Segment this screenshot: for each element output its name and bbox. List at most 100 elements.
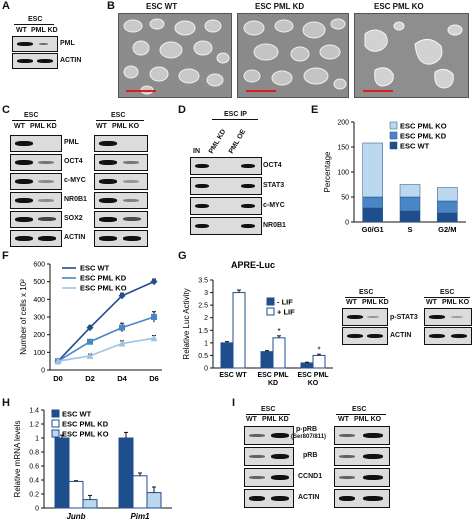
panel-i-left-header-line xyxy=(246,414,290,415)
h-y-tick-label: 0 xyxy=(35,506,39,513)
h-y-tick-label: 1.4 xyxy=(29,408,39,415)
panel-a-lane-wt: WT xyxy=(16,27,27,34)
panel-g-left-header-line xyxy=(345,297,385,298)
h-x-tick-label: Junb xyxy=(66,512,85,521)
panel-g-right-lane-ko: PML KO xyxy=(442,299,470,306)
f-point-0 xyxy=(118,292,126,300)
g-legend-label: + LIF xyxy=(277,308,295,317)
h-bar-0-0 xyxy=(54,437,70,509)
f-point-2 xyxy=(54,357,62,365)
panel-b-title-wt: ESC WT xyxy=(146,2,178,11)
panel-i-left-blot-prb xyxy=(244,447,294,466)
panel-i-left-lane-wt: WT xyxy=(246,416,257,423)
f-x-tick-label: D2 xyxy=(85,374,95,383)
panel-d-lane-oe: PML OE xyxy=(227,128,248,155)
g-legend-label: - LIF xyxy=(277,298,293,307)
panel-d-lane-in: IN xyxy=(193,148,200,155)
g-annotation-star: * xyxy=(317,345,320,354)
panel-c-left-blot-nr0b1 xyxy=(10,192,62,209)
panel-i-label-actin: ACTIN xyxy=(298,494,320,501)
f-y-tick-label: 400 xyxy=(33,297,45,304)
g-title: APRE-Luc xyxy=(231,260,275,270)
panel-c-right-blot-pml xyxy=(94,135,148,152)
e-x-tick-label: G2/M xyxy=(438,225,456,234)
f-point-1 xyxy=(119,324,125,331)
e-y-tick-label: 150 xyxy=(337,145,349,152)
h-legend-label: ESC PML KD xyxy=(62,420,109,429)
panel-b-title-ko: ESC PML KO xyxy=(374,2,424,11)
h-legend-label: ESC PML KO xyxy=(62,430,109,439)
g-legend-swatch xyxy=(266,307,275,316)
f-series-line-0 xyxy=(57,280,155,362)
g-y-axis-label: Relative Luc Activity xyxy=(183,288,191,359)
e-bar-2-0 xyxy=(362,142,383,198)
scale-bar-wt xyxy=(126,90,156,92)
f-x-tick-label: D4 xyxy=(117,374,127,383)
h-bar-0-1 xyxy=(118,437,134,509)
f-y-tick-label: 100 xyxy=(33,350,45,357)
h-legend-swatch xyxy=(51,409,60,418)
panel-i-label-prb: pRB xyxy=(303,452,318,459)
panel-letter-b: B xyxy=(107,0,115,12)
panel-d-label-stat3: STAT3 xyxy=(263,182,285,189)
e-y-tick-label: 200 xyxy=(337,120,349,127)
panel-i-right-blot-ccnd1 xyxy=(334,468,390,487)
h-bar-1-1 xyxy=(132,475,148,509)
panel-d-label-cmyc: c-MYC xyxy=(263,202,285,209)
panel-c-left-header-line xyxy=(12,120,56,121)
panel-c-label-pml: PML xyxy=(64,139,79,146)
panel-letter-h: H xyxy=(2,397,10,409)
panel-c-right-header: ESC xyxy=(111,112,126,119)
e-x-tick-label: S xyxy=(407,225,412,234)
panel-d-blot-stat3 xyxy=(190,177,262,195)
f-point-1 xyxy=(151,314,157,320)
panel-d-header: ESC IP xyxy=(224,111,247,118)
panel-i-right-blot-actin xyxy=(334,489,390,508)
panel-g-left-lane-kd: PML KD xyxy=(362,299,389,306)
panel-i-right-blot-pprb xyxy=(334,426,390,445)
panel-i-right-blot-prb xyxy=(334,447,390,466)
f-x-tick-label: D0 xyxy=(53,374,63,383)
f-series-line-2 xyxy=(57,337,155,362)
panel-g-right-blot-actin xyxy=(424,327,472,345)
panel-c-right-blot-oct4 xyxy=(94,154,148,171)
f-y-axis-label: Number of cells x 10² xyxy=(19,279,28,355)
f-y-tick-label: 200 xyxy=(33,332,45,339)
g-y-tick-label: 3.5 xyxy=(198,278,208,285)
h-legend-label: ESC WT xyxy=(62,410,92,419)
g-x-tick-label: ESC WT xyxy=(219,372,247,379)
panel-i-left-lane-kd: PML KD xyxy=(262,416,289,423)
f-point-0 xyxy=(150,278,158,286)
e-bar-0-2 xyxy=(437,212,458,223)
panel-g-label-pstat3: p-STAT3 xyxy=(390,314,418,321)
f-series-line-1 xyxy=(57,316,155,362)
panel-i-label-ccnd1: CCND1 xyxy=(298,473,323,480)
panel-c-right-lane-wt: WT xyxy=(96,123,107,130)
f-point-2 xyxy=(150,334,158,342)
e-y-tick-label: 100 xyxy=(337,170,349,177)
panel-letter-c: C xyxy=(2,104,10,116)
e-x-tick-label: G0/G1 xyxy=(362,225,384,234)
f-point-2 xyxy=(118,340,126,347)
panel-letter-g: G xyxy=(178,250,187,262)
panel-c-right-header-line xyxy=(96,120,144,121)
g-x-tick-label: ESC PML KO xyxy=(297,372,329,387)
f-point-2 xyxy=(86,352,94,359)
h-y-tick-label: 0.2 xyxy=(29,492,39,499)
e-legend-label: ESC WT xyxy=(400,142,430,151)
panel-a-header-line xyxy=(14,24,54,25)
h-bar-2-1 xyxy=(146,492,162,509)
panel-i-right-lane-ko: PML KO xyxy=(354,416,382,423)
micrograph-esc-pml-kd xyxy=(237,13,349,98)
f-y-tick-label: 600 xyxy=(33,262,45,269)
panel-f-chart: 0 100 200 300 400 500 600 Number of cells x 10²… xyxy=(19,262,162,383)
g-y-tick-label: 3 xyxy=(204,290,208,297)
micrograph-esc-wt xyxy=(118,13,232,98)
panel-c-left-blot-cmyc xyxy=(10,173,62,190)
f-y-tick-label: 500 xyxy=(33,279,45,286)
e-bar-1-1 xyxy=(399,196,421,212)
e-bar-1-2 xyxy=(437,200,458,214)
g-y-tick-label: 0 xyxy=(204,366,208,373)
panel-c-left-lane-wt: WT xyxy=(14,123,25,130)
e-legend-label: ESC PML KD xyxy=(400,132,447,141)
